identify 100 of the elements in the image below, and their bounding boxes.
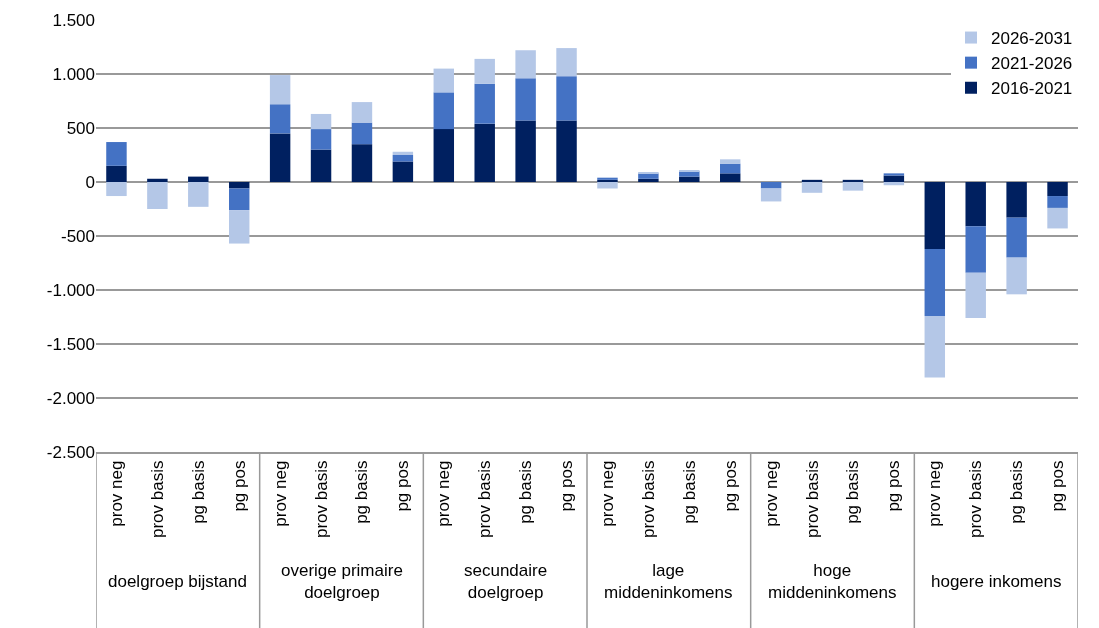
bar bbox=[1047, 196, 1068, 208]
bar bbox=[228, 210, 250, 244]
x-tick-label: pg basis bbox=[352, 460, 372, 524]
bar bbox=[924, 315, 946, 378]
bar bbox=[556, 76, 577, 121]
bar bbox=[883, 182, 905, 186]
bar bbox=[106, 165, 127, 182]
bar bbox=[556, 120, 577, 182]
y-tick-label: 500 bbox=[66, 118, 95, 138]
x-tick-label: prov neg bbox=[270, 460, 290, 527]
bar bbox=[515, 120, 536, 182]
x-tick-label: pg basis bbox=[1007, 460, 1027, 524]
x-tick-label: prov basis bbox=[802, 460, 822, 539]
bar bbox=[719, 163, 741, 174]
x-tick-label: pg pos bbox=[557, 460, 577, 512]
x-tick-label: prov neg bbox=[434, 460, 454, 527]
x-tick-label: pg pos bbox=[720, 460, 740, 512]
x-tick-label: prov basis bbox=[147, 460, 167, 539]
bar bbox=[1006, 217, 1027, 258]
bar bbox=[310, 129, 332, 150]
x-tick-label: pg pos bbox=[229, 460, 249, 512]
x-tick-label: pg basis bbox=[188, 460, 208, 524]
bar bbox=[269, 75, 291, 105]
text: hoge middeninkomens bbox=[768, 561, 897, 603]
bar bbox=[228, 188, 250, 211]
bar bbox=[147, 182, 168, 209]
bar bbox=[515, 50, 536, 79]
text: doelgroep bijstand bbox=[108, 572, 247, 591]
text: hogere inkomens bbox=[931, 572, 1062, 591]
x-tick-label: pg basis bbox=[516, 460, 536, 524]
bar bbox=[965, 272, 986, 319]
bar bbox=[188, 182, 209, 207]
bar bbox=[1006, 182, 1027, 218]
bar bbox=[842, 179, 864, 182]
text: secundaire doelgroep bbox=[464, 561, 548, 603]
bar bbox=[474, 58, 495, 84]
bar bbox=[433, 92, 455, 130]
x-tick-label: prov neg bbox=[925, 460, 945, 527]
legend-label: 2016-2021 bbox=[991, 79, 1073, 99]
x-tick-label: prov neg bbox=[761, 460, 781, 527]
bar bbox=[228, 182, 250, 189]
y-tick-label: 0 bbox=[85, 172, 95, 192]
x-tick-label: prov neg bbox=[106, 460, 126, 527]
bar bbox=[801, 179, 823, 182]
x-tick-label: pg pos bbox=[1048, 460, 1068, 512]
bar bbox=[760, 188, 782, 202]
bar bbox=[719, 173, 741, 182]
x-tick-label: prov basis bbox=[966, 460, 986, 539]
bar bbox=[392, 155, 414, 162]
bar bbox=[474, 123, 495, 182]
bar bbox=[351, 144, 373, 182]
bar bbox=[1047, 182, 1068, 197]
y-tick-label: -1.500 bbox=[46, 334, 95, 354]
x-tick-label: pg basis bbox=[679, 460, 699, 524]
bar bbox=[638, 173, 659, 179]
bar bbox=[883, 173, 905, 176]
bar bbox=[310, 113, 332, 130]
bar bbox=[310, 149, 332, 182]
bar bbox=[965, 182, 986, 227]
bar bbox=[883, 175, 905, 182]
bar bbox=[1047, 207, 1068, 229]
text: overige primaire doelgroep bbox=[281, 561, 403, 603]
x-tick-label: prov neg bbox=[597, 460, 617, 527]
bar bbox=[351, 122, 373, 145]
bar bbox=[597, 182, 618, 189]
legend-label: 2021-2026 bbox=[991, 54, 1073, 74]
bar bbox=[638, 178, 659, 182]
bar bbox=[1006, 257, 1027, 295]
bar bbox=[679, 176, 700, 182]
bar bbox=[433, 129, 455, 182]
y-tick-label: 1.500 bbox=[52, 10, 95, 30]
bar bbox=[106, 182, 127, 197]
bar bbox=[842, 182, 864, 191]
x-tick-label: prov basis bbox=[638, 460, 658, 539]
y-tick-label: -2.500 bbox=[46, 442, 95, 462]
legend-label: 2026-2031 bbox=[991, 29, 1073, 49]
bar bbox=[965, 226, 986, 273]
bar bbox=[106, 142, 127, 166]
bar bbox=[392, 161, 414, 182]
bar bbox=[556, 48, 577, 77]
y-tick-label: -2.000 bbox=[46, 388, 95, 408]
bar bbox=[515, 78, 536, 121]
x-tick-label: prov basis bbox=[475, 460, 495, 539]
bar bbox=[801, 182, 823, 193]
text: lage middeninkomens bbox=[604, 561, 733, 603]
bar bbox=[147, 178, 168, 182]
bar bbox=[924, 182, 946, 249]
bar bbox=[433, 68, 455, 93]
bar bbox=[188, 176, 209, 182]
x-tick-label: pg basis bbox=[843, 460, 863, 524]
bar bbox=[760, 182, 782, 189]
bar bbox=[474, 83, 495, 124]
x-tick-label: pg pos bbox=[884, 460, 904, 512]
bar bbox=[392, 151, 414, 155]
bar bbox=[924, 248, 946, 316]
bar bbox=[351, 102, 373, 123]
bar bbox=[269, 104, 291, 134]
y-tick-label: -500 bbox=[60, 226, 95, 246]
x-tick-label: pg pos bbox=[393, 460, 413, 512]
y-tick-label: 1.000 bbox=[52, 64, 95, 84]
